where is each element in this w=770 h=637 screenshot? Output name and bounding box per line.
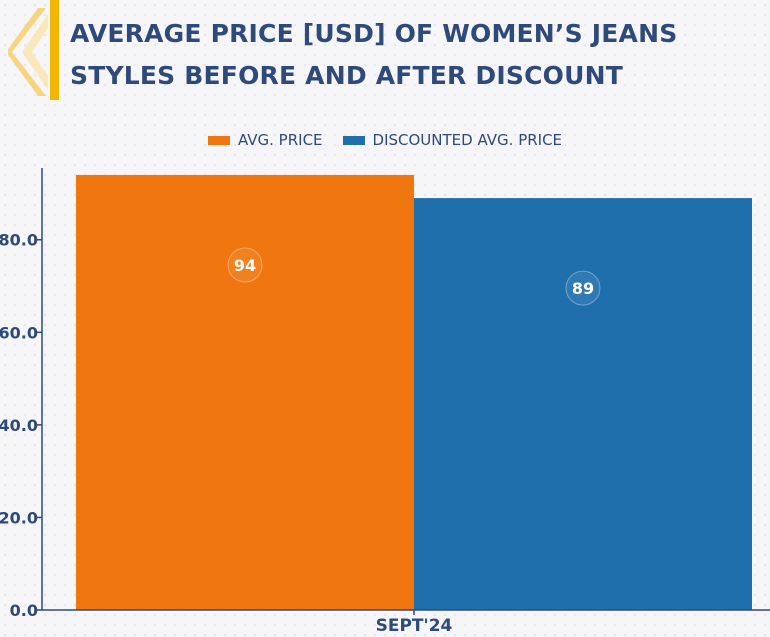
y-tick-label: 60.0: [0, 323, 38, 342]
data-label-badge-avg-price: [227, 247, 263, 283]
data-label-badge-discounted-avg-price: [565, 270, 601, 306]
bar-discounted-avg-price: [414, 198, 752, 610]
y-tick-label: 20.0: [0, 508, 38, 527]
chart-title: AVERAGE PRICE [USD] OF WOMEN’S JEANS STY…: [70, 19, 678, 90]
data-label-avg-price: 94: [234, 256, 256, 275]
bar-avg-price: [76, 174, 414, 610]
y-tick-label: 80.0: [0, 231, 38, 250]
title-accent-bar: [50, 0, 59, 100]
legend-swatch-discounted-avg-price: [342, 135, 365, 145]
legend-label-avg-price: AVG. PRICE: [237, 131, 323, 149]
x-tick-label: SEPT'24: [376, 616, 453, 636]
chart-legend: AVG. PRICE DISCOUNTED AVG. PRICE: [0, 130, 770, 150]
legend-swatch-avg-price: [207, 135, 230, 145]
data-label-discounted-avg-price: 89: [572, 279, 594, 298]
legend-item-avg-price: AVG. PRICE: [207, 131, 323, 149]
legend-label-discounted-avg-price: DISCOUNTED AVG. PRICE: [372, 131, 563, 149]
y-tick-label: 0.0: [10, 601, 38, 620]
y-tick-label: 40.0: [0, 416, 38, 435]
chart-header: AVERAGE PRICE [USD] OF WOMEN’S JEANS STY…: [0, 0, 770, 110]
legend-item-discounted-avg-price: DISCOUNTED AVG. PRICE: [342, 131, 563, 149]
chevron-logo-icon: [8, 8, 48, 96]
